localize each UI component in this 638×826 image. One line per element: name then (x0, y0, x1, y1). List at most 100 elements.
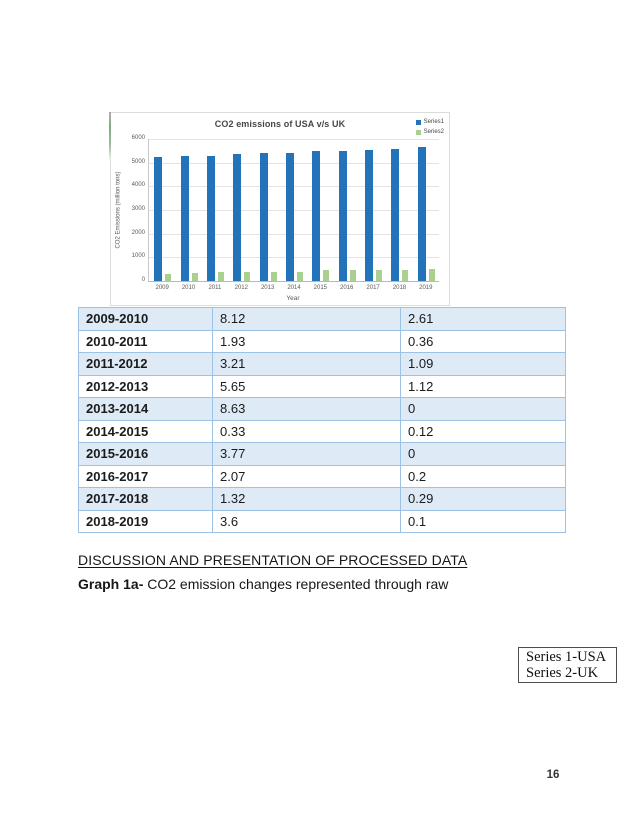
series2-bar (349, 270, 356, 281)
table-row: 2017-2018 1.32 0.29 (78, 487, 566, 511)
x-tick-label: 2015 (313, 285, 328, 291)
x-tick-label: 2013 (260, 285, 275, 291)
y-tick-label: 5000 (131, 158, 145, 165)
period-cell: 2010-2011 (78, 329, 213, 353)
series1-bar (259, 153, 268, 281)
data-table-body: 2009-2010 8.12 2.61 2010-2011 1.93 0.36 2011-2… (78, 307, 566, 533)
x-tick-label: 2018 (392, 285, 407, 291)
y-tick-label: 6000 (131, 135, 145, 141)
period-cell: 2012-2013 (78, 374, 213, 398)
table-row: 2018-2019 3.6 0.1 (78, 509, 566, 533)
uk-value-cell: 0.36 (400, 329, 566, 353)
usa-value-cell: 2.07 (212, 464, 401, 488)
uk-value-cell: 0 (400, 397, 566, 421)
period-cell: 2016-2017 (78, 464, 213, 488)
chart-border-artifact (109, 112, 111, 159)
series2-bar (165, 273, 172, 281)
gridline (149, 162, 439, 164)
table-row: 2015-2016 3.77 0 (78, 442, 566, 466)
series2-bar (191, 273, 198, 281)
graph-caption: Graph 1a- CO2 emission changes represent… (78, 576, 448, 592)
x-tick-label: 2019 (419, 285, 433, 291)
uk-value-cell: 0.2 (400, 464, 566, 488)
x-tick-label: 2017 (366, 285, 380, 291)
table-row: 2011-2012 3.21 1.09 (78, 352, 566, 376)
usa-value-cell: 1.93 (212, 329, 401, 353)
uk-value-cell: 0.12 (400, 419, 566, 443)
gridline (149, 257, 439, 259)
period-cell: 2011-2012 (78, 352, 213, 376)
series2-bar (244, 272, 251, 281)
usa-value-cell: 0.33 (212, 419, 401, 443)
uk-value-cell: 0 (400, 442, 566, 466)
legend-label-series2: Series2 (423, 129, 444, 135)
co2-chart-figure: CO2 emissions of USA v/s UK Series1 Seri… (110, 112, 450, 306)
legend-label-series1: Series1 (423, 119, 444, 125)
chart-legend: Series1 Series2 (415, 117, 444, 137)
plot-area: 0 1000 2000 3000 4000 5000 6000 2009 2010 2011 201… (132, 135, 439, 291)
page-number: 16 (546, 769, 560, 781)
table-row: 2014-2015 0.33 0.12 (78, 419, 566, 443)
x-tick-label: 2014 (287, 285, 301, 291)
y-tick-label: 1000 (131, 253, 145, 260)
x-tick-label: 2016 (340, 285, 354, 291)
legend-item-series2: Series2 (415, 127, 444, 137)
usa-value-cell: 8.12 (212, 307, 401, 331)
series1-bar (338, 150, 347, 281)
series-box-line1: Series 1-USA (526, 649, 607, 665)
x-tick-label: 2011 (208, 285, 222, 291)
caption-text: CO2 emission changes represented through… (143, 576, 449, 592)
emissions-change-table: 2009-2010 8.12 2.61 2010-2011 1.93 0.36 2011-2… (78, 307, 566, 533)
y-tick-label: 4000 (131, 182, 145, 189)
series1-bar (233, 154, 242, 281)
series1-bar (154, 156, 163, 281)
series1-swatch-icon (415, 119, 421, 125)
usa-value-cell: 5.65 (212, 374, 401, 398)
period-cell: 2009-2010 (78, 307, 213, 331)
table-row: 2013-2014 8.63 0 (78, 397, 566, 421)
uk-value-cell: 1.12 (400, 374, 566, 398)
gridline (149, 186, 439, 188)
x-axis-title: Year (286, 295, 300, 302)
period-cell: 2015-2016 (78, 442, 213, 466)
series1-bar (417, 147, 426, 281)
series2-bar (217, 272, 224, 281)
usa-value-cell: 3.77 (212, 442, 401, 466)
series1-bar (206, 156, 215, 281)
period-cell: 2017-2018 (78, 487, 213, 511)
series2-bar (376, 270, 383, 281)
discussion-heading: DISCUSSION AND PRESENTATION OF PROCESSED… (78, 552, 468, 568)
uk-value-cell: 0.29 (400, 487, 566, 511)
series2-bar (402, 269, 409, 281)
period-cell: 2018-2019 (78, 509, 213, 533)
gridline (149, 233, 439, 235)
legend-item-series1: Series1 (415, 117, 444, 127)
table-row: 2012-2013 5.65 1.12 (78, 374, 566, 398)
x-tick-label: 2009 (155, 285, 169, 291)
series2-swatch-icon (415, 129, 421, 135)
series2-bar (297, 271, 303, 281)
chart-title: CO2 emissions of USA v/s UK (214, 119, 346, 129)
period-cell: 2013-2014 (78, 397, 213, 421)
series1-bar (391, 148, 400, 281)
table-row: 2009-2010 8.12 2.61 (78, 307, 566, 331)
series2-bar (323, 270, 330, 281)
period-cell: 2014-2015 (78, 419, 213, 443)
x-tick-label: 2012 (234, 285, 248, 291)
y-tick-label: 2000 (131, 229, 145, 236)
series1-bar (180, 156, 189, 281)
gridline (149, 210, 439, 211)
table-row: 2016-2017 2.07 0.2 (78, 464, 566, 488)
caption-label: Graph 1a- (78, 576, 144, 592)
series1-bar (312, 151, 321, 281)
usa-value-cell: 8.63 (212, 397, 401, 421)
y-tick-label: 3000 (131, 206, 145, 212)
series2-bar (270, 271, 277, 281)
uk-value-cell: 0.1 (400, 509, 566, 533)
usa-value-cell: 1.32 (212, 487, 401, 511)
series1-bar (365, 149, 374, 281)
uk-value-cell: 1.09 (400, 352, 566, 376)
x-tick-label: 2010 (181, 285, 196, 291)
series-box-line2: Series 2-UK (526, 665, 599, 681)
